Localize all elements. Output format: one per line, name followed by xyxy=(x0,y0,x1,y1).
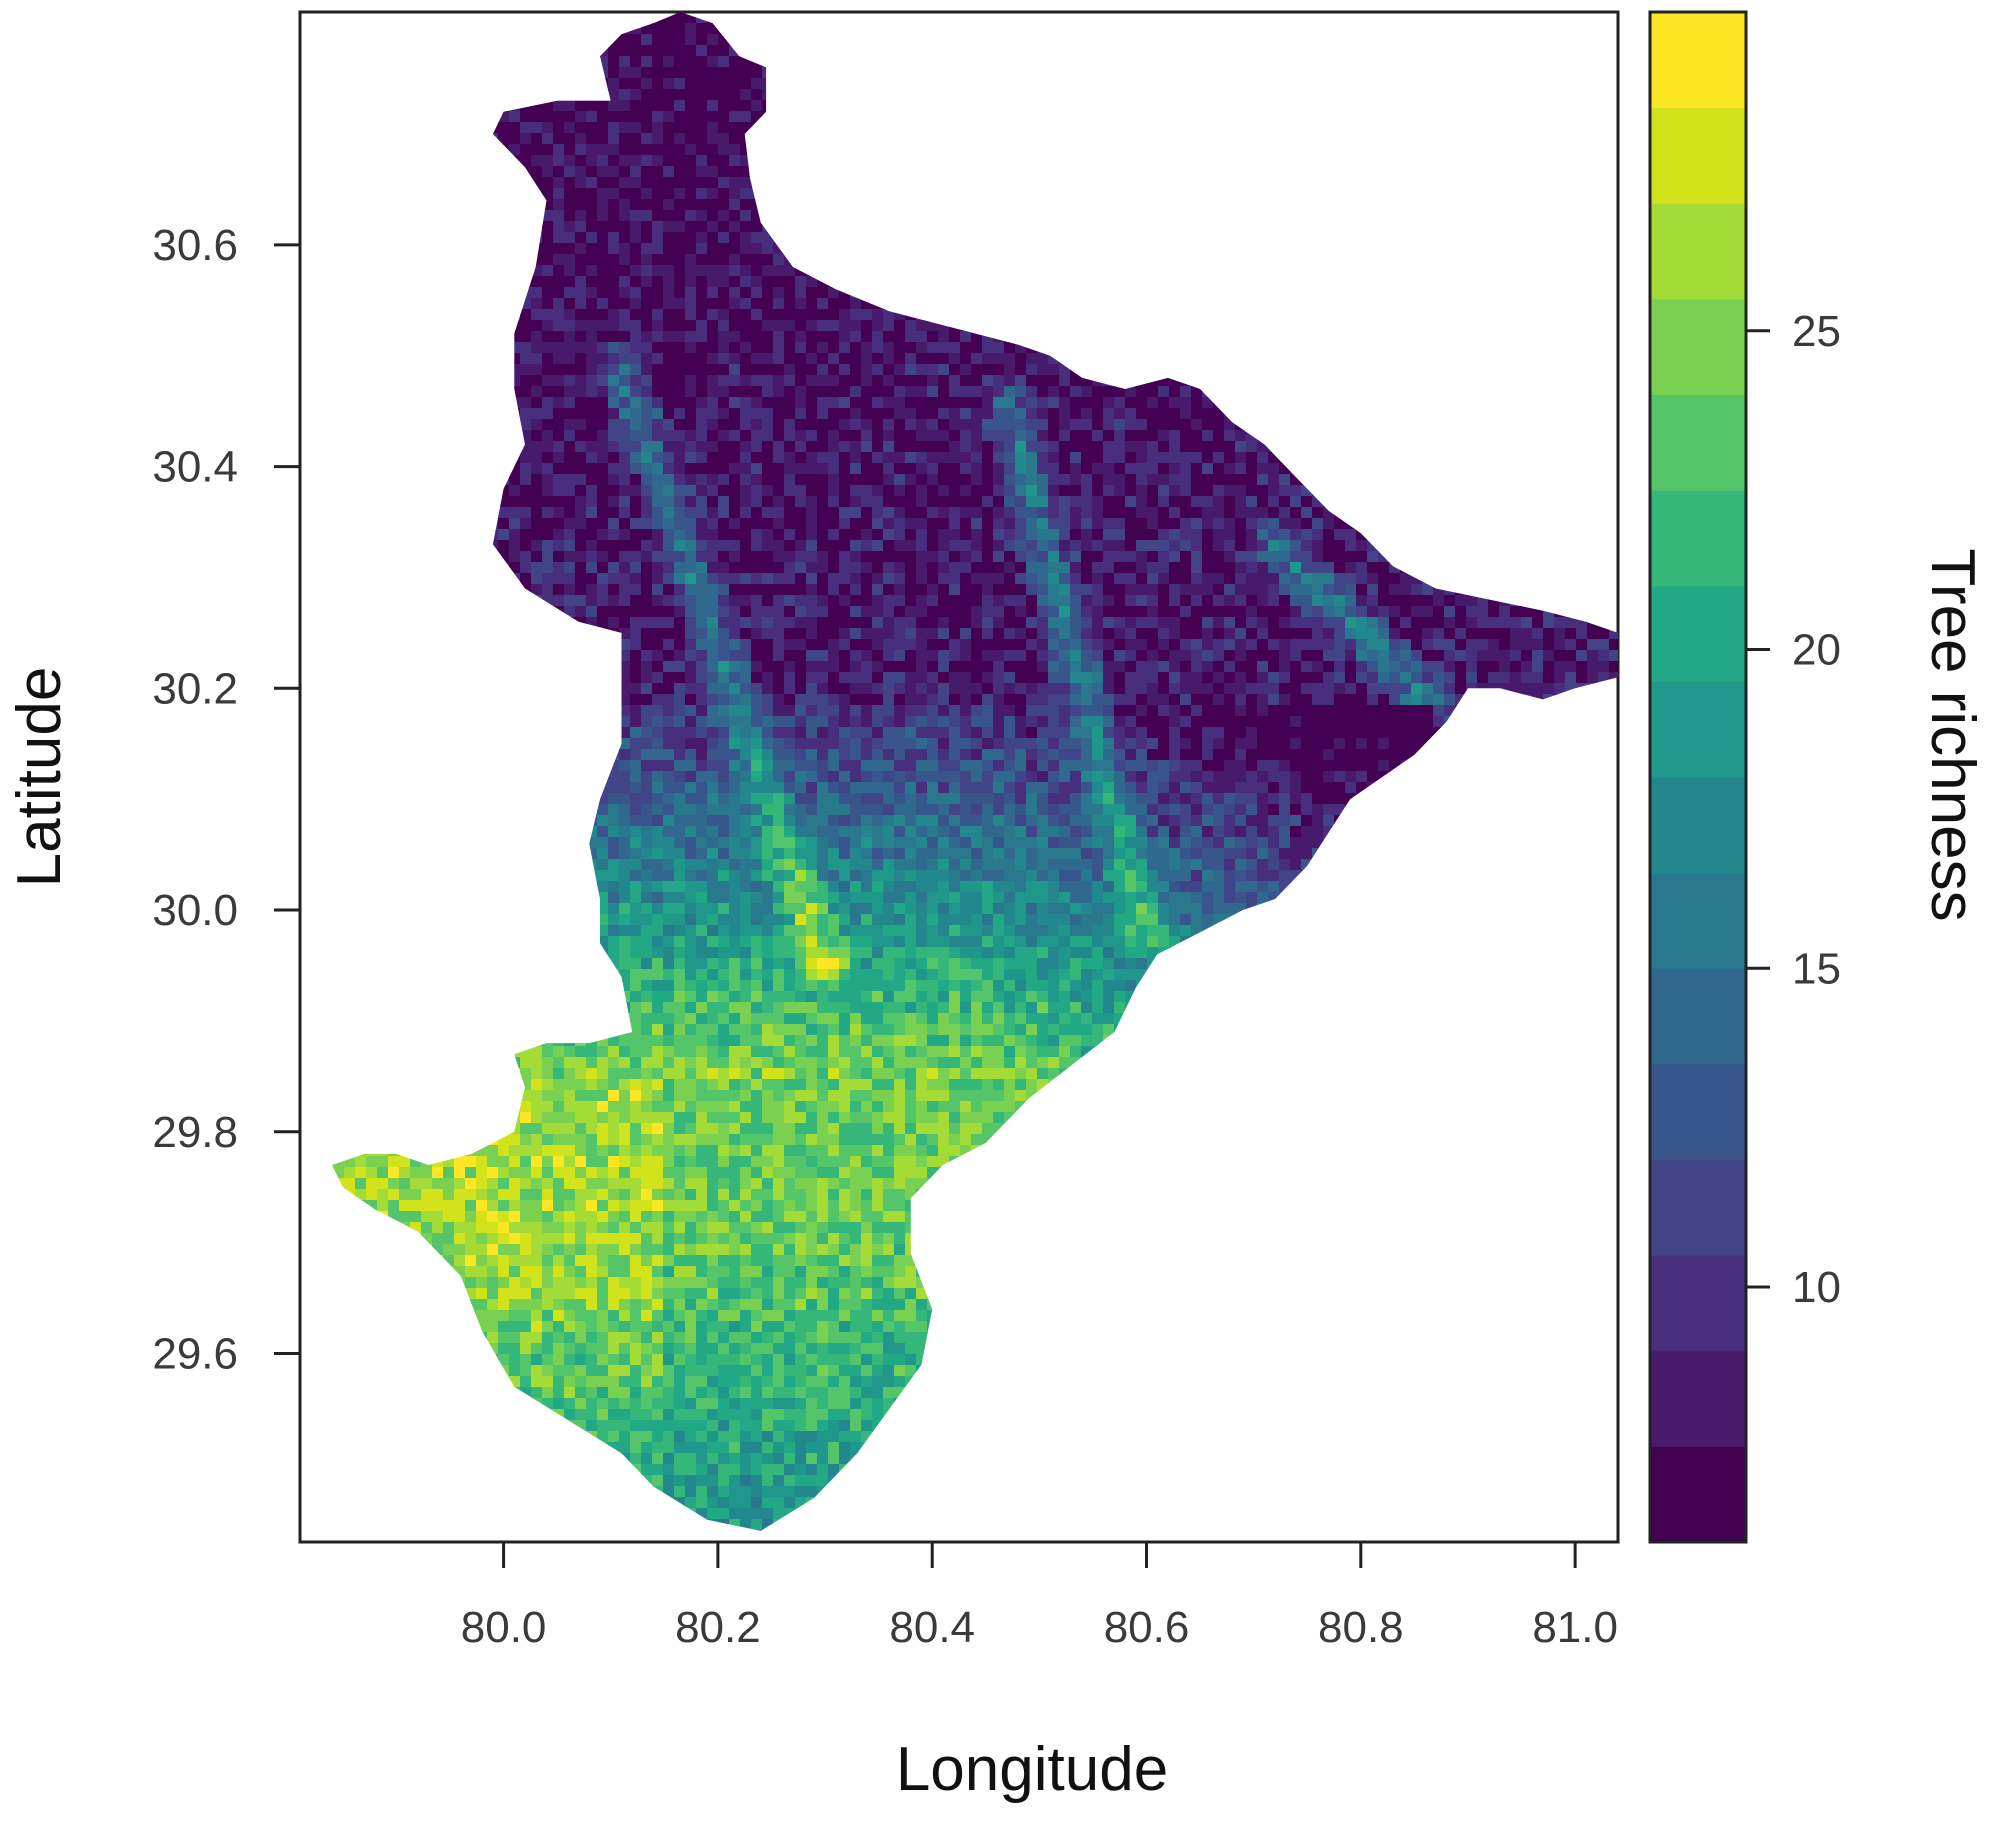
x-tick-label: 80.2 xyxy=(675,1603,761,1652)
legend-tick-label: 20 xyxy=(1792,626,1841,675)
legend-swatch xyxy=(1650,586,1746,682)
legend-colorbar: 10 15 20 25 xyxy=(1650,12,1841,1543)
legend-swatch xyxy=(1650,490,1746,586)
x-tick-label: 80.6 xyxy=(1104,1603,1190,1652)
y-tick-label: 29.8 xyxy=(152,1108,238,1157)
y-tick-label: 29.6 xyxy=(152,1330,238,1379)
legend-tick-label: 15 xyxy=(1792,944,1841,993)
x-axis-title: Longitude xyxy=(896,1735,1168,1804)
legend-swatch xyxy=(1650,12,1746,108)
legend-swatch xyxy=(1650,968,1746,1064)
legend-swatch xyxy=(1650,681,1746,777)
legend-swatch xyxy=(1650,1351,1746,1447)
legend-swatch xyxy=(1650,1160,1746,1256)
legend-swatch xyxy=(1650,1255,1746,1351)
y-axis: 29.6 29.8 30.0 30.2 30.4 30.6 xyxy=(152,221,300,1379)
legend-tick-label: 10 xyxy=(1792,1263,1841,1312)
legend-swatch xyxy=(1650,777,1746,873)
y-axis-title: Latitude xyxy=(5,667,74,888)
legend-swatch xyxy=(1650,1446,1746,1542)
legend-swatch xyxy=(1650,1064,1746,1160)
y-tick-label: 30.6 xyxy=(152,221,238,270)
x-axis: 80.0 80.2 80.4 80.6 80.8 81.0 xyxy=(461,1542,1618,1652)
x-tick-label: 80.0 xyxy=(461,1603,547,1652)
x-tick-label: 80.4 xyxy=(889,1603,975,1652)
legend-swatch xyxy=(1650,873,1746,969)
legend-swatch xyxy=(1650,203,1746,299)
legend-title: Tree richness xyxy=(1918,548,1987,921)
y-tick-label: 30.4 xyxy=(152,443,238,492)
legend-swatch xyxy=(1650,108,1746,204)
x-tick-label: 81.0 xyxy=(1532,1603,1618,1652)
y-tick-label: 30.2 xyxy=(152,664,238,713)
x-tick-label: 80.8 xyxy=(1318,1603,1404,1652)
y-tick-label: 30.0 xyxy=(152,886,238,935)
legend-tick-label: 25 xyxy=(1792,307,1841,356)
legend-swatch xyxy=(1650,299,1746,395)
legend-swatch xyxy=(1650,395,1746,491)
